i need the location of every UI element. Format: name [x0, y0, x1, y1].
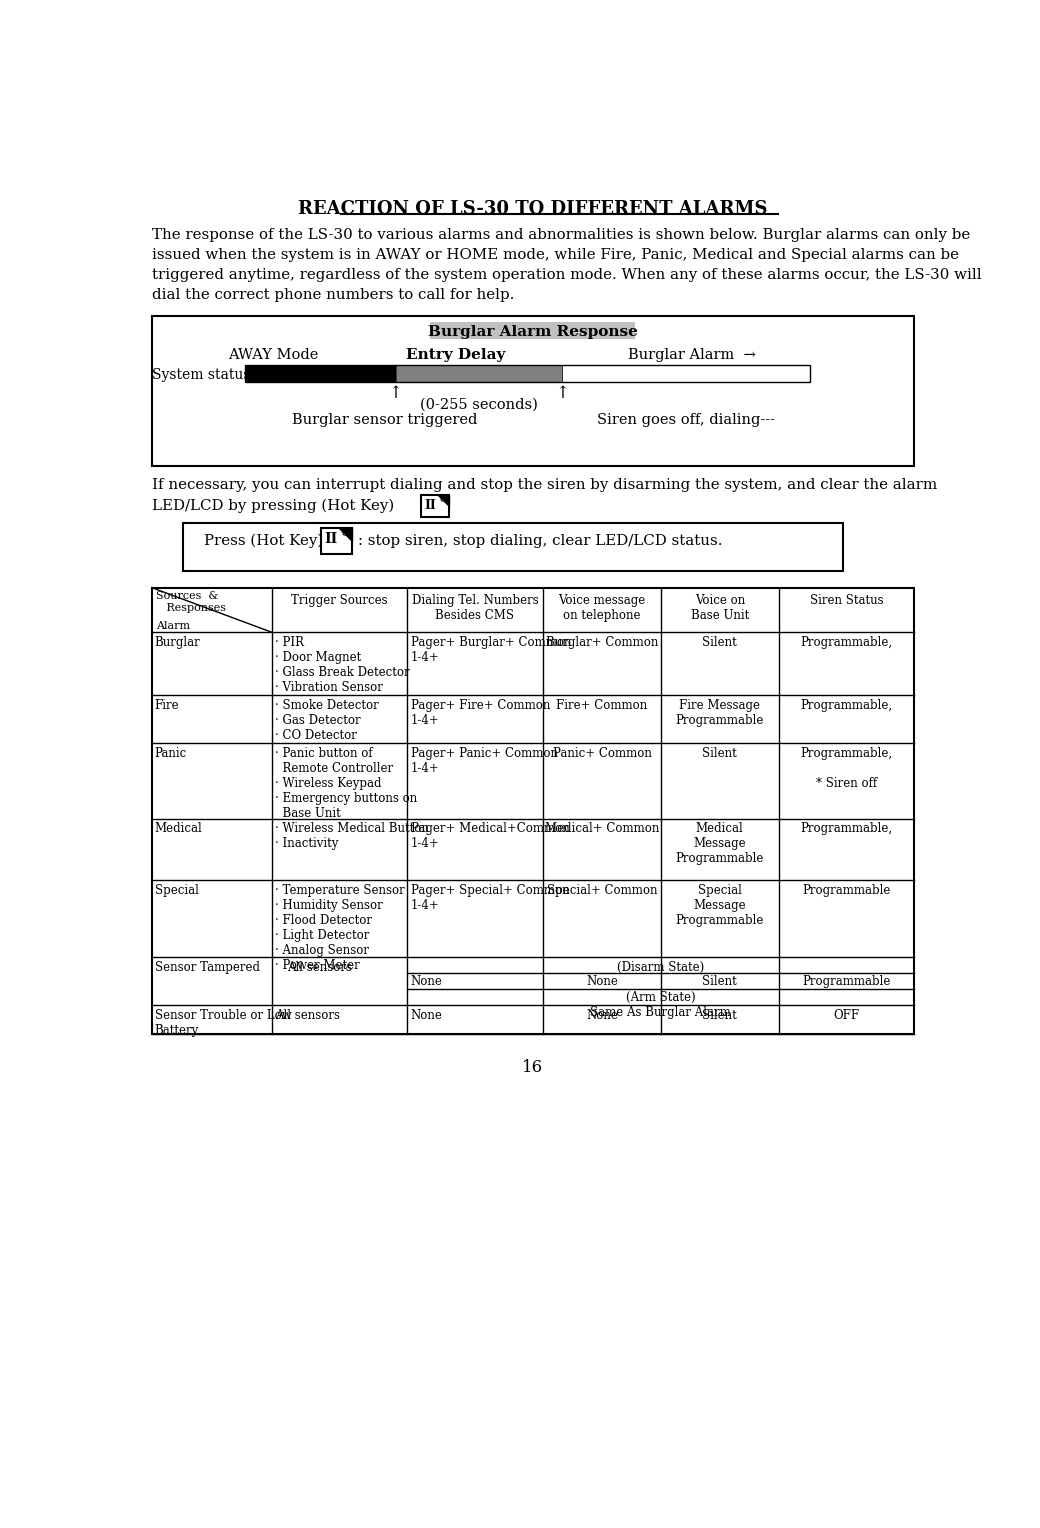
Bar [421, 495, 449, 516]
Text: Pager+ Medical+Common
1-4+: Pager+ Medical+Common 1-4+ [411, 822, 569, 851]
Text: Programmable,: Programmable, [801, 822, 893, 836]
Text: Sources  &
   Responses: Sources & Responses [156, 591, 226, 613]
Text: None: None [586, 1008, 618, 1022]
Text: triggered anytime, regardless of the system operation mode. When any of these al: triggered anytime, regardless of the sys… [152, 267, 982, 283]
Text: OFF: OFF [834, 1008, 860, 1022]
Text: None: None [586, 975, 618, 989]
Text: All sensors: All sensors [275, 1008, 340, 1022]
Text: None: None [411, 975, 442, 989]
Text: Sensor Tampered: Sensor Tampered [155, 961, 260, 973]
Text: Alarm: Alarm [156, 622, 189, 631]
Text: Programmable,: Programmable, [801, 636, 893, 649]
Text: ↑: ↑ [389, 385, 402, 402]
Text: Burglar: Burglar [155, 636, 201, 649]
Text: Burglar+ Common: Burglar+ Common [546, 636, 658, 649]
Text: Programmable,: Programmable, [801, 700, 893, 712]
Text: System status:: System status: [152, 368, 255, 382]
Text: Special+ Common: Special+ Common [547, 885, 657, 897]
Text: (Disarm State): (Disarm State) [618, 961, 704, 973]
Text: If necessary, you can interrupt dialing and stop the siren by disarming the syst: If necessary, you can interrupt dialing … [152, 478, 937, 492]
Text: Silent: Silent [702, 975, 737, 989]
Polygon shape [439, 495, 449, 506]
Text: dial the correct phone numbers to call for help.: dial the correct phone numbers to call f… [152, 289, 514, 303]
Text: All sensors: All sensors [287, 961, 353, 973]
Text: Programmable: Programmable [803, 885, 891, 897]
Text: II: II [324, 532, 338, 545]
Text: Entry Delay: Entry Delay [406, 348, 505, 362]
Text: None: None [411, 1008, 442, 1022]
Text: Pager+ Panic+ Common
1-4+: Pager+ Panic+ Common 1-4+ [411, 747, 557, 775]
Text: · Panic button of
  Remote Controller
· Wireless Keypad
· Emergency buttons on
 : · Panic button of Remote Controller · Wi… [275, 747, 417, 821]
Text: Siren goes off, dialing---: Siren goes off, dialing--- [597, 413, 776, 426]
Bar [563, 365, 810, 382]
Text: Special
Message
Programmable: Special Message Programmable [676, 885, 764, 927]
Bar [152, 316, 914, 466]
Text: Programmable: Programmable [803, 975, 891, 989]
Text: Dialing Tel. Numbers
Besides CMS: Dialing Tel. Numbers Besides CMS [412, 594, 539, 622]
Text: REACTION OF LS-30 TO DIFFERENT ALARMS: REACTION OF LS-30 TO DIFFERENT ALARMS [298, 200, 768, 219]
Text: The response of the LS-30 to various alarms and abnormalities is shown below. Bu: The response of the LS-30 to various ala… [152, 228, 970, 241]
Bar [244, 365, 810, 382]
Text: Medical: Medical [155, 822, 203, 836]
Text: c: c [341, 529, 347, 538]
Text: Panic+ Common: Panic+ Common [552, 747, 651, 759]
Text: Pager+ Fire+ Common
1-4+: Pager+ Fire+ Common 1-4+ [411, 700, 550, 727]
Text: Trigger Sources: Trigger Sources [291, 594, 388, 607]
Polygon shape [339, 529, 352, 541]
Text: ↑: ↑ [555, 385, 569, 402]
Bar [430, 322, 635, 339]
Text: Programmable,

* Siren off: Programmable, * Siren off [801, 747, 893, 790]
Text: · Wireless Medical Button
· Inactivity: · Wireless Medical Button · Inactivity [275, 822, 428, 851]
Text: (0-255 seconds): (0-255 seconds) [420, 397, 538, 411]
Text: Panic: Panic [155, 747, 187, 759]
Text: issued when the system is in AWAY or HOME mode, while Fire, Panic, Medical and S: issued when the system is in AWAY or HOM… [152, 248, 959, 261]
Text: : stop siren, stop dialing, clear LED/LCD status.: : stop siren, stop dialing, clear LED/LC… [358, 533, 723, 547]
Text: Special: Special [155, 885, 199, 897]
Text: Voice on
Base Unit: Voice on Base Unit [691, 594, 749, 622]
Text: II: II [424, 500, 436, 512]
Text: Silent: Silent [702, 636, 737, 649]
Bar [152, 588, 914, 1034]
Text: LED/LCD by pressing (Hot Key): LED/LCD by pressing (Hot Key) [152, 498, 394, 513]
Text: Press (Hot Key): Press (Hot Key) [205, 533, 323, 549]
Bar [244, 365, 396, 382]
Text: Burglar Alarm Response: Burglar Alarm Response [428, 325, 638, 339]
Text: Fire Message
Programmable: Fire Message Programmable [676, 700, 764, 727]
Text: Silent: Silent [702, 747, 737, 759]
Text: Siren Status: Siren Status [810, 594, 884, 607]
Text: c: c [440, 495, 445, 504]
Text: Voice message
on telephone: Voice message on telephone [558, 594, 646, 622]
Bar [396, 365, 563, 382]
Text: Burglar Alarm  →: Burglar Alarm → [628, 348, 756, 362]
Text: · PIR
· Door Magnet
· Glass Break Detector
· Vibration Sensor: · PIR · Door Magnet · Glass Break Detect… [275, 636, 410, 694]
Text: Fire+ Common: Fire+ Common [556, 700, 648, 712]
Text: · Temperature Sensor
· Humidity Sensor
· Flood Detector
· Light Detector
· Analo: · Temperature Sensor · Humidity Sensor ·… [275, 885, 405, 972]
Text: Silent: Silent [702, 1008, 737, 1022]
Text: · Smoke Detector
· Gas Detector
· CO Detector: · Smoke Detector · Gas Detector · CO Det… [275, 700, 379, 743]
Text: AWAY Mode: AWAY Mode [228, 348, 318, 362]
Text: Medical
Message
Programmable: Medical Message Programmable [676, 822, 764, 865]
Text: Fire: Fire [155, 700, 180, 712]
Bar [320, 529, 352, 555]
Text: 16: 16 [522, 1059, 544, 1076]
Text: (Arm State)
Same As Burglar Alarm: (Arm State) Same As Burglar Alarm [591, 992, 731, 1019]
Text: Pager+ Special+ Common
1-4+: Pager+ Special+ Common 1-4+ [411, 885, 569, 912]
Text: Sensor Trouble or Low
Battery: Sensor Trouble or Low Battery [155, 1008, 291, 1038]
Bar [183, 523, 843, 570]
Text: Burglar sensor triggered: Burglar sensor triggered [291, 413, 477, 426]
Text: Pager+ Burglar+ Common
1-4+: Pager+ Burglar+ Common 1-4+ [411, 636, 571, 665]
Text: Medical+ Common: Medical+ Common [545, 822, 659, 836]
